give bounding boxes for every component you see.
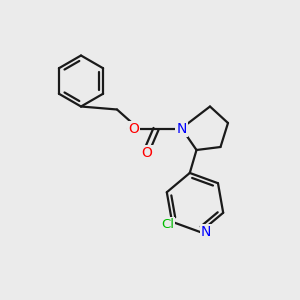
Text: O: O [142,146,152,160]
Text: Cl: Cl [161,218,174,231]
Text: N: N [176,122,187,136]
Text: O: O [128,122,139,136]
Text: N: N [201,225,211,239]
